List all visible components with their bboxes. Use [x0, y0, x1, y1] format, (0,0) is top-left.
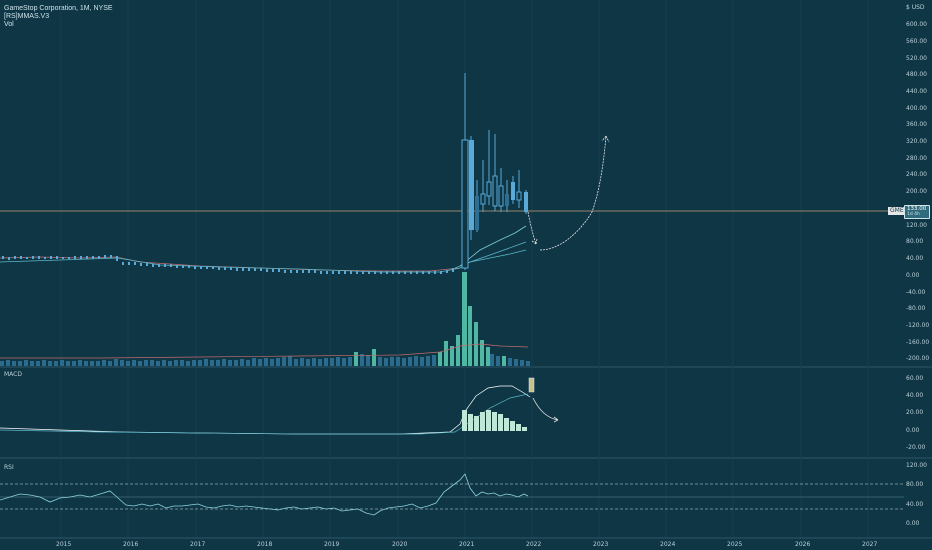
price-candles — [2, 73, 528, 274]
svg-text:80.00: 80.00 — [906, 238, 923, 245]
indicator-title[interactable]: [RS]MMAS.V3 — [4, 13, 50, 20]
rsi-label[interactable]: RSI — [4, 464, 14, 471]
moving-average-teal — [0, 241, 527, 273]
macd-pane — [0, 377, 559, 435]
price-axis[interactable]: $ USD 600.00 560.00 520.00 480.00 440.00… — [906, 4, 929, 362]
currency-label: $ USD — [906, 4, 925, 11]
rsi-axis[interactable]: 120.00 80.00 40.00 0.00 — [906, 462, 927, 527]
macd-label[interactable]: MACD — [4, 371, 22, 378]
svg-text:2016: 2016 — [123, 541, 138, 548]
rsi-line — [0, 473, 529, 516]
rsi-pane — [0, 473, 904, 516]
svg-text:0.00: 0.00 — [906, 427, 920, 434]
svg-text:2015: 2015 — [56, 541, 71, 548]
svg-text:2027: 2027 — [862, 541, 877, 548]
price-tag-countdown: 1d 4h — [907, 212, 920, 217]
svg-text:0.00: 0.00 — [906, 272, 920, 279]
drawn-arrow-up[interactable] — [539, 135, 610, 251]
svg-text:-20.00: -20.00 — [906, 444, 926, 451]
symbol-title[interactable]: GameStop Corporation, 1M, NYSE — [4, 5, 113, 12]
svg-text:60.00: 60.00 — [906, 375, 923, 382]
svg-text:320.00: 320.00 — [906, 138, 927, 145]
price-tag[interactable]: 133.00 1d 4h — [904, 205, 930, 219]
svg-text:400.00: 400.00 — [906, 105, 927, 112]
volume-title[interactable]: Vol — [4, 21, 14, 28]
time-axis[interactable]: 2015 2016 2017 2018 2019 2020 2021 2022 … — [56, 541, 877, 548]
svg-text:40.00: 40.00 — [906, 501, 923, 508]
svg-text:440.00: 440.00 — [906, 88, 927, 95]
svg-text:2021: 2021 — [459, 541, 474, 548]
svg-text:20.00: 20.00 — [906, 409, 923, 416]
svg-text:2020: 2020 — [392, 541, 407, 548]
volume-bars — [0, 272, 530, 366]
svg-text:2019: 2019 — [324, 541, 339, 548]
svg-text:2024: 2024 — [660, 541, 675, 548]
svg-text:-160.00: -160.00 — [906, 339, 929, 346]
svg-text:2026: 2026 — [795, 541, 810, 548]
svg-text:480.00: 480.00 — [906, 71, 927, 78]
svg-text:560.00: 560.00 — [906, 38, 927, 45]
svg-text:240.00: 240.00 — [906, 171, 927, 178]
svg-text:200.00: 200.00 — [906, 188, 927, 195]
price-tag-value: 133.00 — [907, 206, 927, 212]
svg-text:2023: 2023 — [593, 541, 608, 548]
macd-axis[interactable]: 60.00 40.00 20.00 0.00 -20.00 — [906, 375, 926, 451]
svg-text:2018: 2018 — [257, 541, 272, 548]
svg-text:-120.00: -120.00 — [906, 322, 929, 329]
svg-text:-40.00: -40.00 — [906, 289, 926, 296]
symbol-tag[interactable]: GME — [888, 207, 906, 215]
svg-text:600.00: 600.00 — [906, 21, 927, 28]
svg-text:40.00: 40.00 — [906, 255, 923, 262]
svg-text:80.00: 80.00 — [906, 481, 923, 488]
svg-text:40.00: 40.00 — [906, 392, 923, 399]
svg-text:2022: 2022 — [526, 541, 541, 548]
svg-text:-200.00: -200.00 — [906, 355, 929, 362]
svg-text:2017: 2017 — [190, 541, 205, 548]
svg-text:-80.00: -80.00 — [906, 305, 926, 312]
svg-text:0.00: 0.00 — [906, 520, 920, 527]
svg-text:280.00: 280.00 — [906, 155, 927, 162]
chart-legend: GameStop Corporation, 1M, NYSE [RS]MMAS.… — [4, 5, 113, 29]
svg-text:120.00: 120.00 — [906, 222, 927, 229]
svg-text:120.00: 120.00 — [906, 462, 927, 469]
svg-text:360.00: 360.00 — [906, 121, 927, 128]
svg-text:520.00: 520.00 — [906, 55, 927, 62]
drawn-arrow-down[interactable] — [527, 211, 538, 245]
svg-text:2025: 2025 — [727, 541, 742, 548]
macd-drawn-arrow[interactable] — [532, 397, 559, 423]
